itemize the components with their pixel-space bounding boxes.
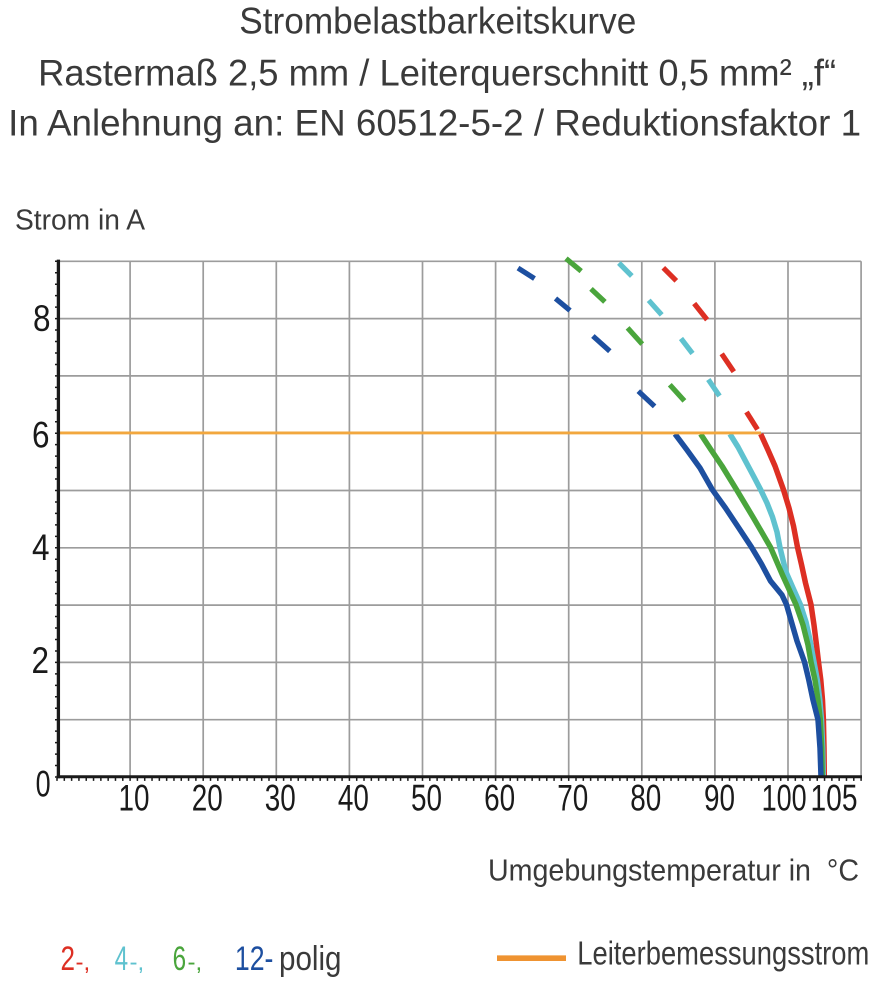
svg-text:Rastermaß 2,5 mm / Leiterquers: Rastermaß 2,5 mm / Leiterquerschnitt 0,5… bbox=[38, 52, 836, 94]
svg-text:2: 2 bbox=[32, 640, 50, 681]
svg-text:0: 0 bbox=[36, 764, 51, 805]
svg-text:6: 6 bbox=[173, 940, 187, 978]
svg-text:Leiterbemessungsstrom: Leiterbemessungsstrom bbox=[577, 935, 869, 972]
svg-text:50: 50 bbox=[411, 777, 442, 818]
svg-text:70: 70 bbox=[557, 777, 588, 818]
svg-text:10: 10 bbox=[119, 777, 150, 818]
svg-text:polig: polig bbox=[279, 940, 342, 978]
svg-text:105: 105 bbox=[811, 777, 858, 818]
svg-text:80: 80 bbox=[630, 777, 661, 818]
svg-text:In Anlehnung an: EN 60512-5-2: In Anlehnung an: EN 60512-5-2 / Reduktio… bbox=[8, 102, 861, 144]
svg-text:Umgebungstemperatur in °C: Umgebungstemperatur in °C bbox=[488, 854, 859, 888]
svg-text:Strombelastbarkeitskurve: Strombelastbarkeitskurve bbox=[239, 0, 636, 42]
svg-text:Strom in A: Strom in A bbox=[15, 205, 146, 237]
svg-text:2: 2 bbox=[61, 940, 76, 978]
svg-text:4: 4 bbox=[115, 940, 129, 978]
svg-text:60: 60 bbox=[484, 777, 515, 818]
svg-text:-,: -, bbox=[188, 949, 203, 976]
svg-text:20: 20 bbox=[192, 777, 223, 818]
svg-text:12-: 12- bbox=[235, 940, 274, 978]
svg-text:100: 100 bbox=[762, 777, 807, 818]
svg-text:4: 4 bbox=[32, 527, 50, 568]
svg-text:-,: -, bbox=[76, 949, 91, 976]
svg-text:6: 6 bbox=[32, 415, 50, 456]
svg-text:30: 30 bbox=[265, 777, 296, 818]
svg-text:8: 8 bbox=[33, 298, 51, 339]
svg-text:40: 40 bbox=[338, 777, 369, 818]
svg-text:-,: -, bbox=[130, 949, 145, 976]
svg-text:90: 90 bbox=[704, 777, 735, 818]
